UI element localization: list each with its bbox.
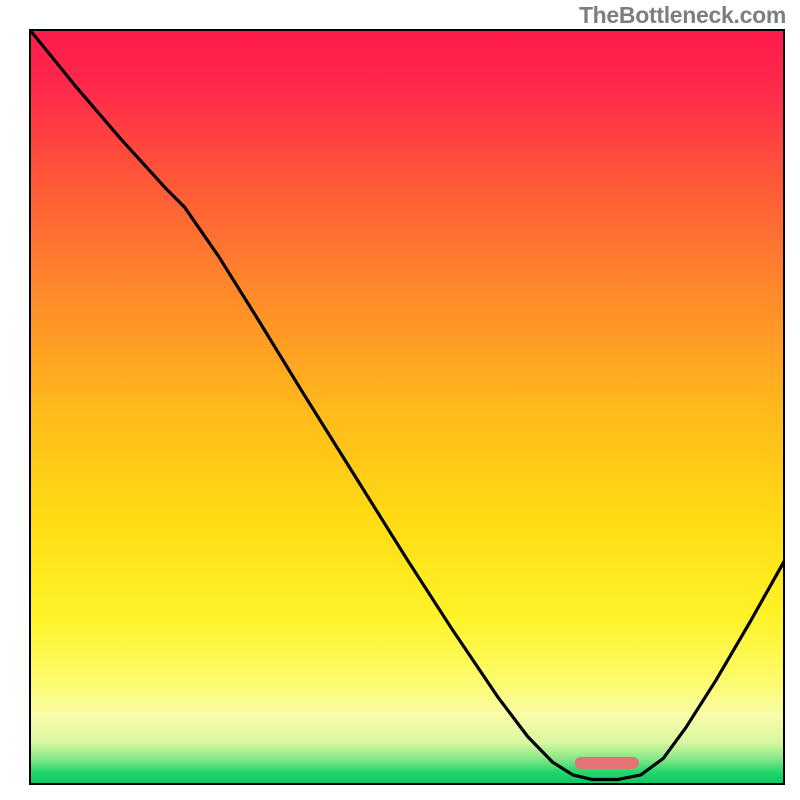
chart-svg [0, 0, 800, 800]
bottleneck-chart: TheBottleneck.com [0, 0, 800, 800]
plot-background [30, 30, 784, 784]
optimal-marker [575, 757, 639, 769]
watermark-text: TheBottleneck.com [579, 2, 786, 29]
